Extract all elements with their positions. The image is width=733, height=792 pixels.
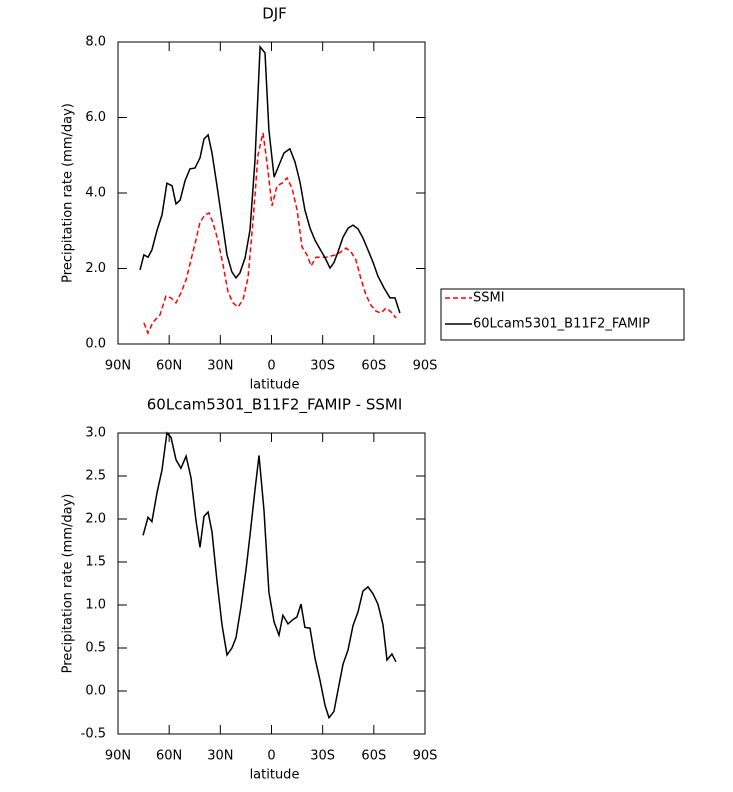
x-tick-label: 0 (267, 359, 275, 374)
y-tick-label: 4.0 (85, 186, 106, 201)
y-tick-label: 2.0 (85, 261, 106, 276)
y-tick-label: 0.0 (85, 337, 106, 352)
x-tick-label: 60S (361, 359, 386, 374)
x-tick-label: 90S (413, 359, 438, 374)
legend-label: 60Lcam5301_B11F2_FAMIP (473, 317, 650, 332)
y-tick-label: 0.5 (85, 641, 106, 656)
y-tick-label: 0.0 (85, 684, 106, 699)
y-axis-label: Precipitation rate (mm/day) (61, 494, 76, 674)
x-tick-label: 90N (105, 749, 131, 764)
legend-box (440, 288, 685, 341)
y-tick-label: 2.5 (85, 469, 106, 484)
x-tick-label: 90S (413, 749, 438, 764)
y-tick-label: 6.0 (85, 110, 106, 125)
x-tick-label: 90N (105, 359, 131, 374)
plot-frame (117, 432, 426, 735)
x-axis-label: latitude (250, 378, 300, 393)
chart-title: DJF (262, 5, 287, 23)
x-tick-label: 30N (207, 749, 233, 764)
chart-title: 60Lcam5301_B11F2_FAMIP - SSMI (147, 396, 403, 415)
y-tick-label: 8.0 (85, 35, 106, 50)
y-tick-label: 1.0 (85, 598, 106, 613)
x-tick-label: 0 (267, 749, 275, 764)
x-tick-label: 60S (361, 749, 386, 764)
plot-frame (117, 41, 426, 345)
x-axis-label: latitude (250, 768, 300, 783)
y-tick-label: -0.5 (81, 727, 106, 742)
x-tick-label: 30S (310, 359, 335, 374)
x-tick-label: 30N (207, 359, 233, 374)
y-tick-label: 3.0 (85, 426, 106, 441)
y-tick-label: 2.0 (85, 512, 106, 527)
data-line (143, 132, 397, 336)
y-axis-label: Precipitation rate (mm/day) (61, 103, 76, 283)
legend-label: SSMI (473, 291, 505, 306)
x-tick-label: 60N (156, 359, 182, 374)
data-line (142, 431, 397, 720)
data-line (139, 44, 401, 314)
y-tick-label: 1.5 (85, 555, 106, 570)
x-tick-label: 60N (156, 749, 182, 764)
x-tick-label: 30S (310, 749, 335, 764)
